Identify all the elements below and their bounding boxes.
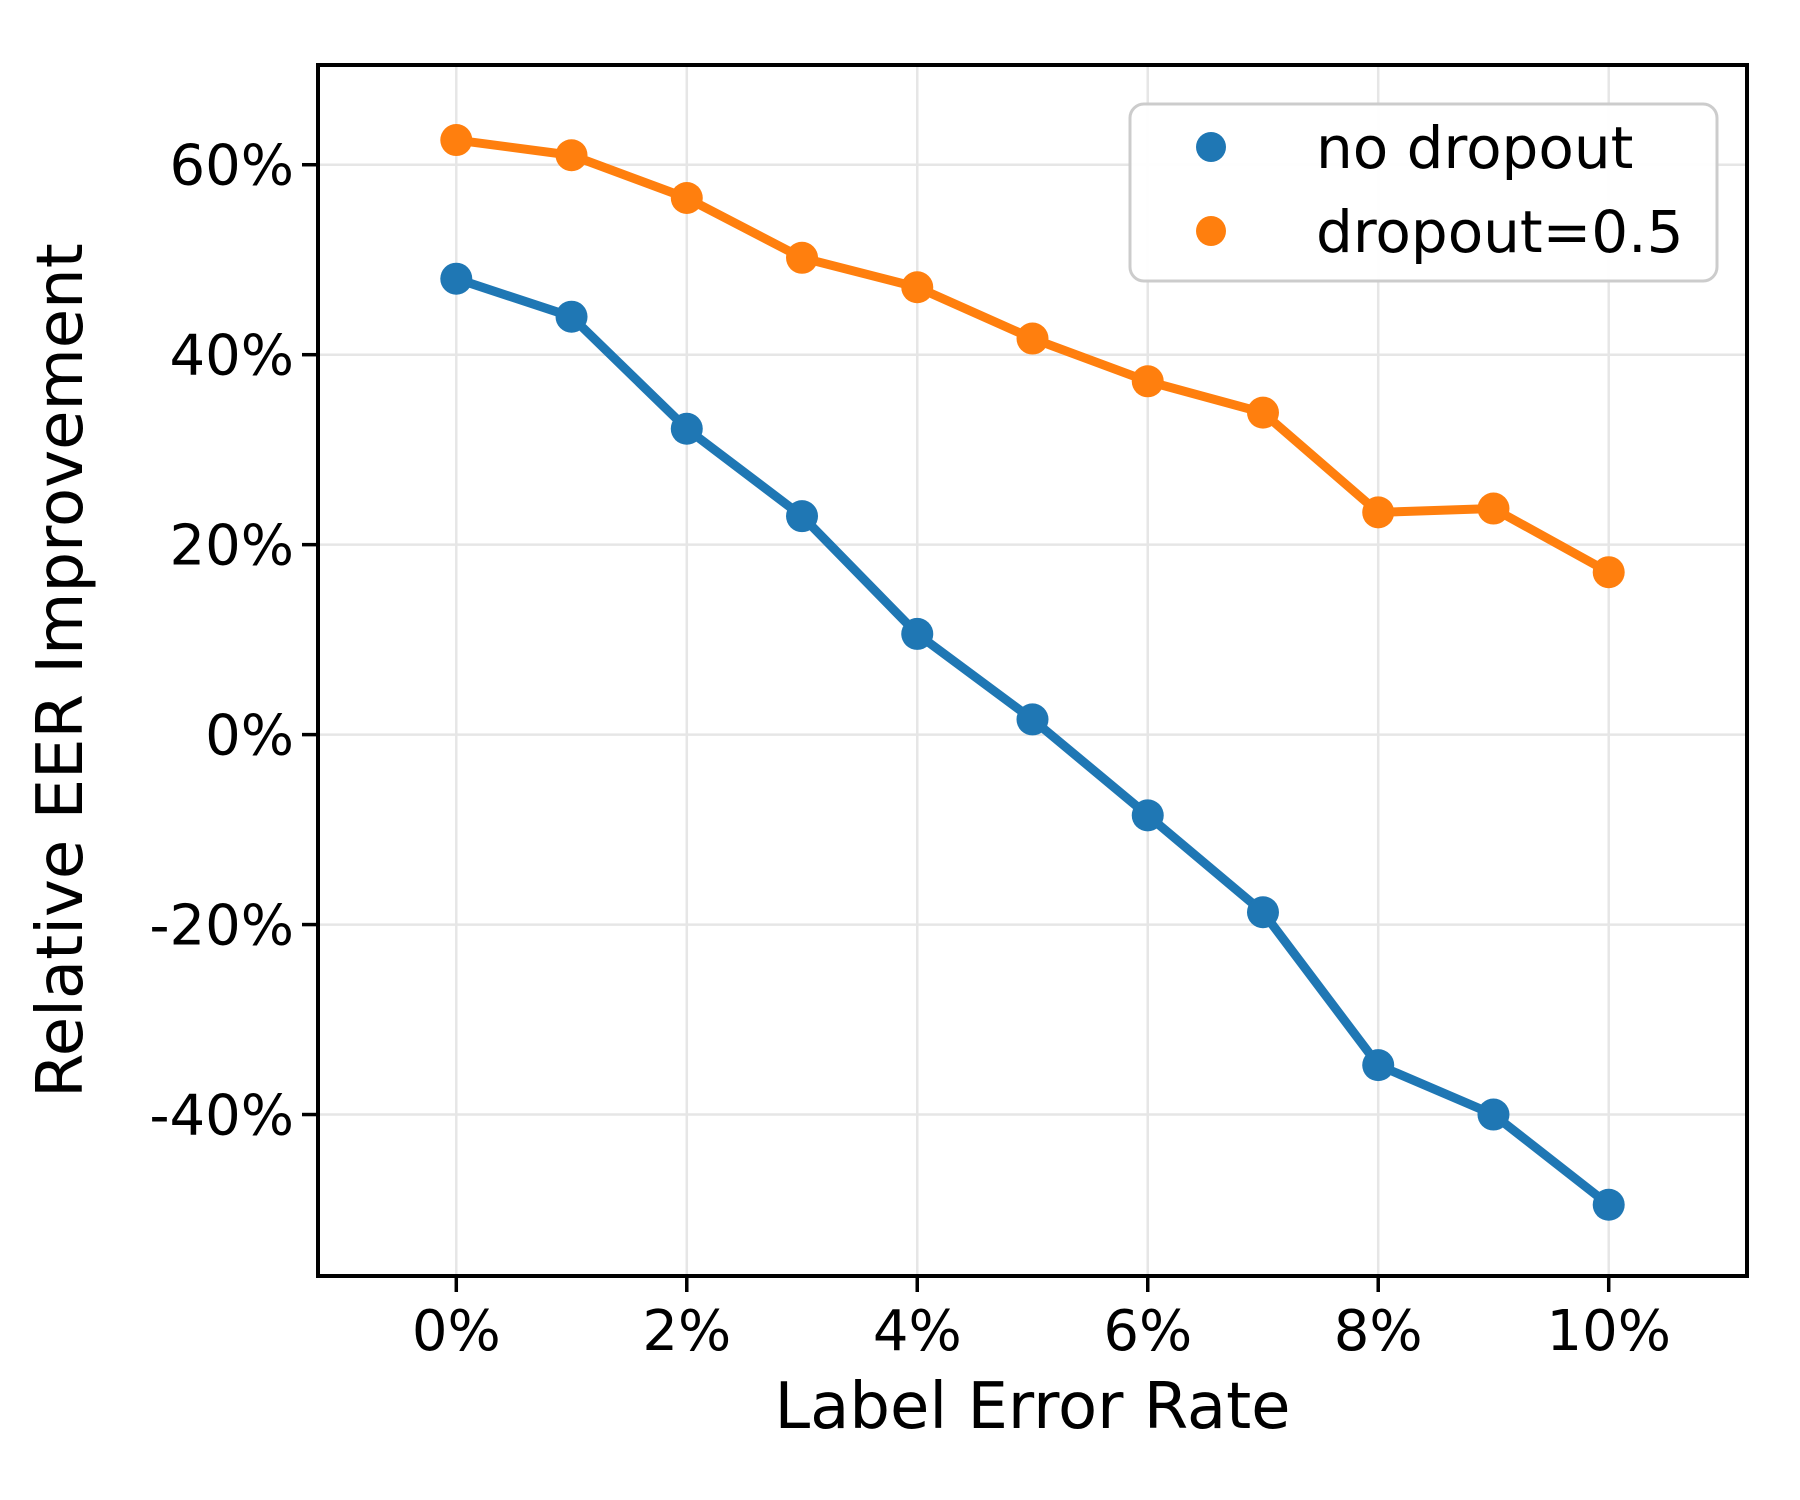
x-tick-label: 4% [873, 1299, 962, 1364]
x-axis-label: Label Error Rate [774, 1370, 1290, 1444]
x-tick-label: 6% [1103, 1299, 1192, 1364]
axes-box [316, 63, 1749, 1278]
data-point-dropout-0.5-x7 [1246, 396, 1279, 429]
x-tick-label: 2% [642, 1299, 731, 1364]
data-point-dropout-0.5-x10 [1592, 556, 1625, 589]
data-point-no-dropout-x2 [670, 412, 703, 445]
y-tick-label: 60% [170, 134, 294, 199]
data-point-dropout-0.5-x8 [1362, 496, 1395, 529]
data-point-dropout-0.5-x9 [1477, 492, 1510, 525]
data-point-no-dropout-x4 [901, 617, 934, 650]
data-point-no-dropout-x1 [555, 300, 588, 333]
data-point-dropout-0.5-x4 [901, 271, 934, 304]
legend-marker-dropout-0.5 [1196, 216, 1226, 246]
x-tick-label: 0% [412, 1299, 501, 1364]
data-point-no-dropout-x8 [1362, 1049, 1395, 1082]
data-point-dropout-0.5-x2 [670, 181, 703, 214]
data-point-no-dropout-x3 [786, 500, 819, 533]
data-point-dropout-0.5-x3 [786, 241, 819, 274]
data-point-dropout-0.5-x1 [555, 139, 588, 172]
data-point-no-dropout-x6 [1131, 799, 1164, 832]
data-point-no-dropout-x5 [1016, 703, 1049, 736]
legend-label-dropout-0.5: dropout=0.5 [1316, 198, 1684, 266]
legend-label-no-dropout: no dropout [1316, 114, 1633, 182]
y-tick-label: -20% [149, 894, 294, 959]
data-point-no-dropout-x10 [1592, 1188, 1625, 1221]
y-tick-label: 40% [170, 324, 294, 389]
data-point-no-dropout-x7 [1246, 896, 1279, 929]
data-point-dropout-0.5-x0 [440, 124, 473, 157]
y-tick-label: 20% [170, 514, 294, 579]
legend-box [1128, 102, 1719, 283]
y-axis-label: Relative EER Improvement [24, 243, 98, 1098]
y-tick-label: 0% [205, 704, 294, 769]
data-point-dropout-0.5-x5 [1016, 322, 1049, 355]
legend-marker-no-dropout [1196, 132, 1226, 162]
data-point-no-dropout-x0 [440, 262, 473, 295]
y-tick-label: -40% [149, 1084, 294, 1149]
data-point-no-dropout-x9 [1477, 1098, 1510, 1131]
x-tick-label: 10% [1546, 1299, 1670, 1364]
data-point-dropout-0.5-x6 [1131, 365, 1164, 398]
x-tick-label: 8% [1334, 1299, 1423, 1364]
